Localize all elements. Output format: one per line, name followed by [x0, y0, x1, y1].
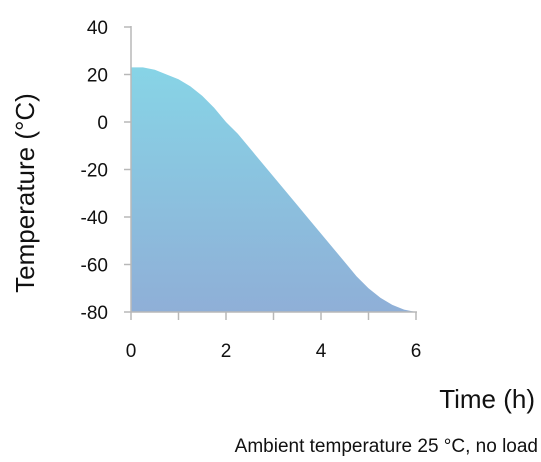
x-tick-label: 0: [126, 341, 137, 362]
chart-caption: Ambient temperature 25 °C, no load: [234, 436, 538, 457]
x-tick-label: 4: [316, 341, 327, 362]
y-axis-title: Temperature (°C): [10, 93, 40, 293]
y-tick-label: -80: [81, 303, 108, 324]
y-tick-label: 40: [87, 18, 108, 39]
y-tick-label: 0: [97, 113, 108, 134]
x-tick-label: 2: [221, 341, 232, 362]
y-tick-label: 20: [87, 66, 108, 87]
y-tick-label: -20: [81, 161, 108, 182]
temperature-area: [131, 67, 416, 313]
x-axis-title: Time (h): [439, 384, 535, 414]
y-tick-label: -40: [81, 208, 108, 229]
y-tick-label: -60: [81, 256, 108, 277]
x-tick-label: 6: [411, 341, 422, 362]
